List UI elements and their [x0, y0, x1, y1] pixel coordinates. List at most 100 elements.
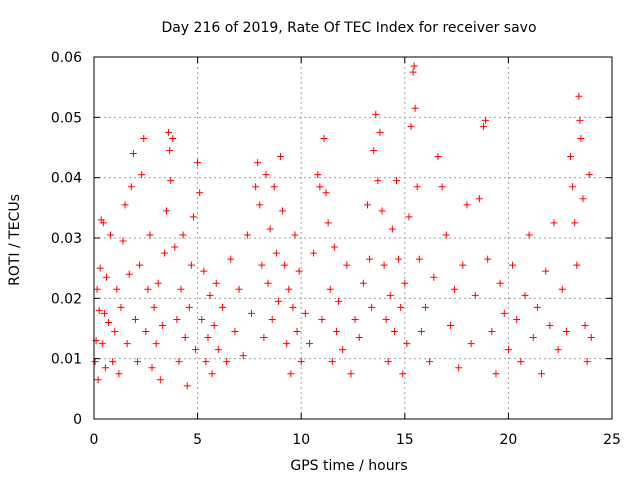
- data-point: [163, 207, 171, 215]
- data-point: [314, 171, 322, 179]
- x-axis-label: GPS time / hours: [290, 458, 407, 474]
- data-point: [235, 285, 243, 293]
- y-tick-label: 0.03: [51, 231, 82, 247]
- data-point: [413, 183, 421, 191]
- data-point: [210, 321, 218, 329]
- data-point: [401, 279, 409, 287]
- data-point: [573, 261, 581, 269]
- y-axis-label: ROTI / TECUs: [7, 194, 23, 286]
- data-point: [382, 315, 390, 323]
- data-point: [409, 68, 417, 76]
- data-point: [140, 134, 148, 142]
- data-point: [475, 195, 483, 203]
- data-point: [521, 291, 529, 299]
- data-point: [581, 321, 589, 329]
- data-point: [322, 189, 330, 197]
- data-point: [320, 134, 328, 142]
- data-point: [380, 261, 388, 269]
- data-point: [171, 243, 179, 251]
- data-point: [100, 309, 108, 317]
- data-point: [339, 346, 347, 354]
- data-point: [463, 201, 471, 209]
- data-point: [142, 328, 150, 336]
- data-point: [125, 270, 133, 278]
- data-point: [384, 358, 392, 366]
- data-point: [513, 315, 521, 323]
- data-point: [291, 231, 299, 239]
- data-point: [91, 358, 99, 366]
- data-point: [212, 279, 220, 287]
- data-point: [148, 364, 156, 372]
- data-point: [202, 358, 210, 366]
- data-point: [279, 207, 287, 215]
- x-tick-label: 15: [396, 432, 414, 448]
- data-point: [576, 116, 584, 124]
- data-point: [343, 261, 351, 269]
- data-point: [93, 285, 101, 293]
- grid-lines: [94, 57, 612, 419]
- data-point: [471, 291, 479, 299]
- data-point: [410, 62, 418, 70]
- data-point: [107, 231, 115, 239]
- data-point: [293, 328, 301, 336]
- data-point: [181, 334, 189, 342]
- data-point: [283, 340, 291, 348]
- data-point: [266, 225, 274, 233]
- data-points: [91, 62, 595, 390]
- data-point: [332, 328, 340, 336]
- data-point: [119, 237, 127, 245]
- data-point: [113, 285, 121, 293]
- data-point: [134, 358, 142, 366]
- data-point: [525, 231, 533, 239]
- data-point: [160, 249, 168, 257]
- data-point: [194, 159, 202, 167]
- y-tick-label: 0.04: [51, 171, 82, 187]
- data-point: [274, 297, 282, 305]
- data-point: [185, 303, 193, 311]
- data-point: [326, 285, 334, 293]
- data-point: [451, 285, 459, 293]
- data-point: [264, 279, 272, 287]
- data-point: [492, 370, 500, 378]
- data-point: [488, 328, 496, 336]
- y-tick-label: 0.06: [51, 50, 82, 66]
- chart-title: Day 216 of 2019, Rate Of TEC Index for r…: [161, 20, 536, 36]
- data-point: [397, 303, 405, 311]
- data-point: [426, 358, 434, 366]
- data-point: [243, 231, 251, 239]
- data-point: [482, 116, 490, 124]
- data-point: [395, 255, 403, 263]
- data-point: [183, 382, 191, 390]
- data-point: [165, 128, 173, 136]
- data-point: [101, 364, 109, 372]
- data-point: [227, 255, 235, 263]
- data-point: [417, 328, 425, 336]
- data-point: [364, 201, 372, 209]
- data-point: [270, 183, 278, 191]
- data-point: [98, 340, 106, 348]
- data-point: [405, 213, 413, 221]
- data-point: [262, 171, 270, 179]
- data-point: [254, 159, 262, 167]
- data-point: [297, 358, 305, 366]
- data-point: [96, 264, 104, 272]
- x-tick-label: 5: [193, 432, 202, 448]
- data-point: [359, 279, 367, 287]
- data-point: [504, 346, 512, 354]
- data-point: [285, 285, 293, 293]
- data-point: [167, 177, 175, 185]
- data-point: [577, 134, 585, 142]
- data-point: [146, 231, 154, 239]
- data-point: [496, 279, 504, 287]
- data-point: [558, 285, 566, 293]
- data-point: [517, 358, 525, 366]
- data-point: [567, 153, 575, 161]
- data-point: [407, 122, 415, 130]
- data-point: [583, 358, 591, 366]
- data-point: [166, 147, 174, 155]
- data-point: [105, 318, 113, 326]
- data-point: [173, 315, 181, 323]
- data-point: [260, 334, 268, 342]
- data-point: [370, 147, 378, 155]
